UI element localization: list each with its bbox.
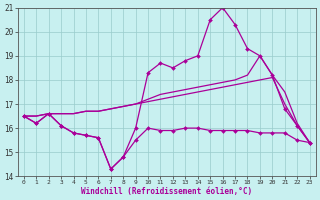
X-axis label: Windchill (Refroidissement éolien,°C): Windchill (Refroidissement éolien,°C) xyxy=(81,187,252,196)
